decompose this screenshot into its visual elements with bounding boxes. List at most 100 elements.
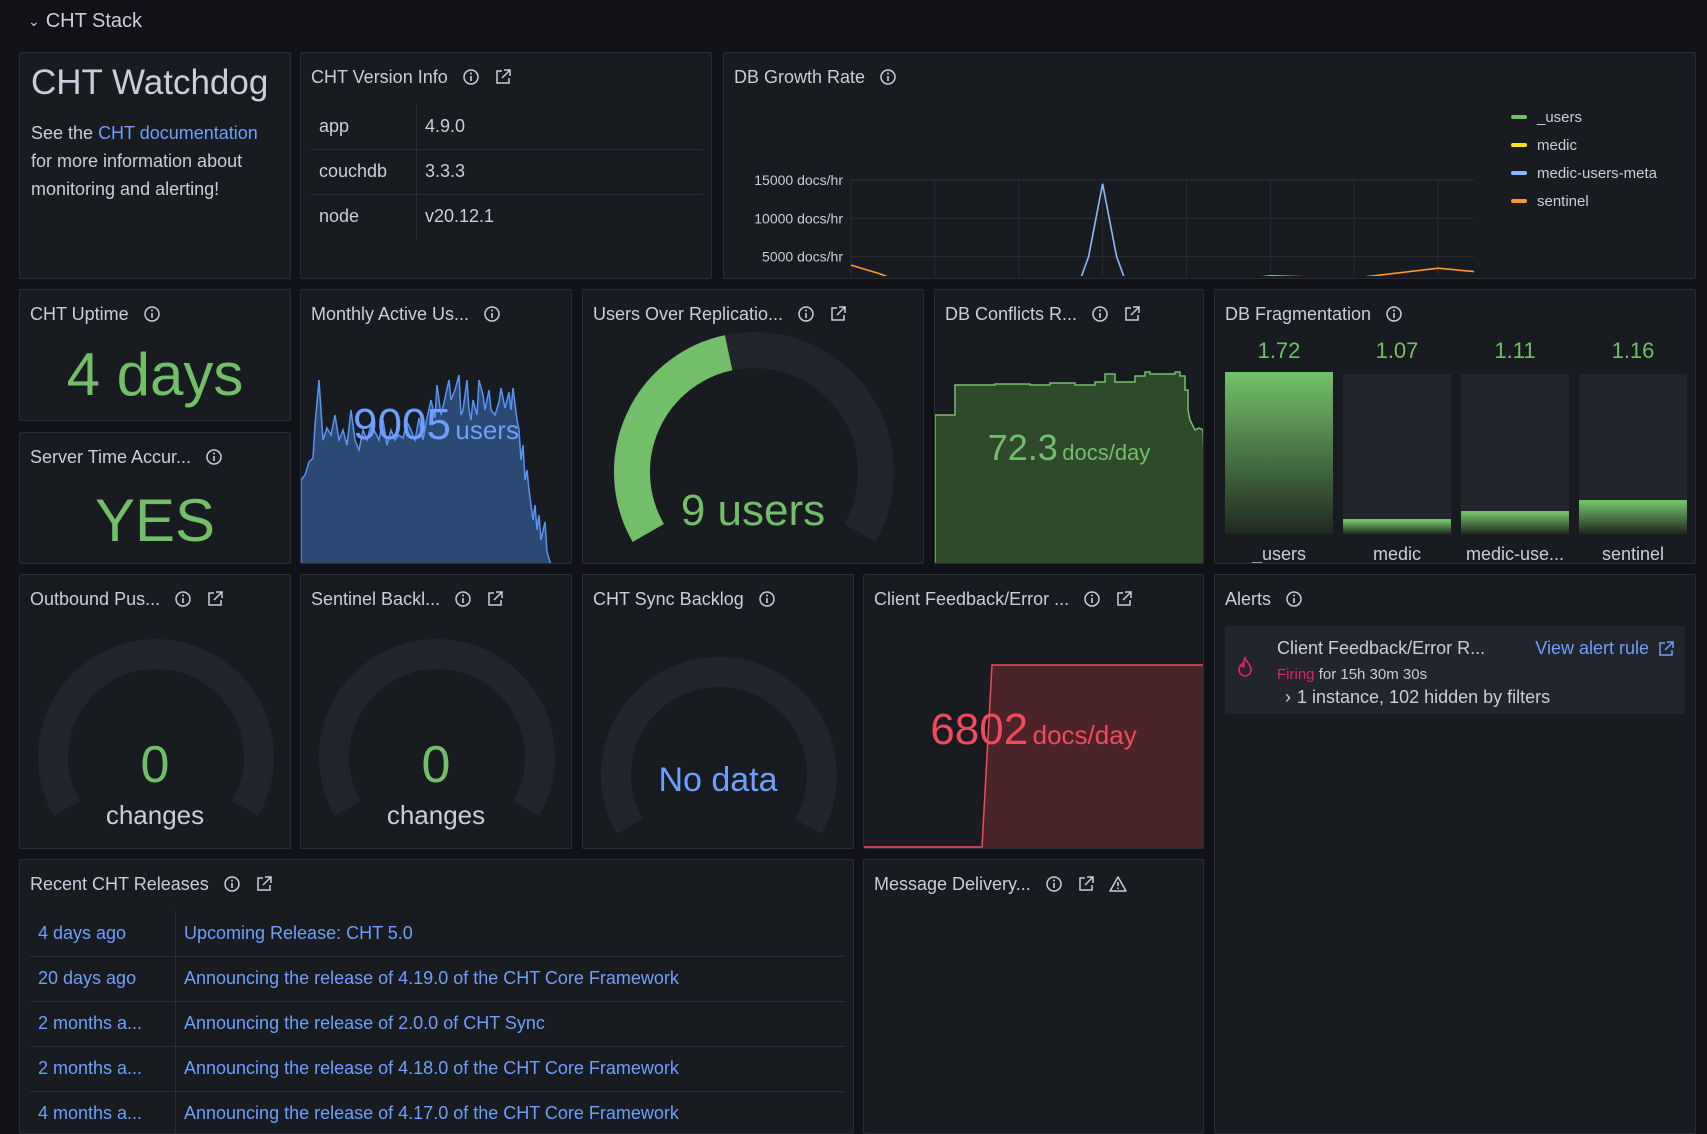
legend-item[interactable]: medic: [1511, 131, 1657, 159]
info-icon[interactable]: [483, 305, 501, 323]
releases-panel: Recent CHT Releases 4 days ago Upcoming R…: [19, 859, 854, 1134]
alert-title: Client Feedback/Error R...: [1277, 638, 1486, 658]
uptime-panel: CHT Uptime 4 days: [19, 289, 291, 421]
release-row[interactable]: 20 days ago Announcing the release of 4.1…: [30, 956, 845, 1001]
alert-duration: for 15h 30m 30s: [1318, 666, 1428, 683]
series-line-sentinel[interactable]: [850, 264, 1474, 276]
info-icon[interactable]: [1385, 305, 1403, 323]
sentinel-backlog-panel: Sentinel Backl... 0 changes: [300, 574, 572, 849]
fragmentation-track: [1225, 372, 1333, 534]
release-date[interactable]: 4 days ago: [30, 911, 176, 956]
client-feedback-number: 6802: [930, 705, 1029, 754]
alert-item[interactable]: Client Feedback/Error R... View alert ru…: [1225, 626, 1685, 714]
fragmentation-bar[interactable]: 1.11 medic-use...: [1461, 338, 1569, 563]
mau-unit: users: [455, 415, 519, 445]
fragmentation-label: medic: [1372, 544, 1421, 564]
info-icon[interactable]: [462, 68, 480, 86]
chevron-right-icon: ›: [1285, 687, 1291, 707]
fragmentation-value: 1.11: [1494, 338, 1536, 363]
release-row[interactable]: 2 months a... Announcing the release of 4…: [30, 1046, 845, 1091]
panel-header: CHT Sync Backlog: [593, 585, 843, 613]
outbound-unit: changes: [105, 800, 205, 830]
time-accuracy-panel: Server Time Accur... YES: [19, 432, 291, 564]
info-icon[interactable]: [223, 875, 241, 893]
cht-documentation-link[interactable]: CHT documentation: [98, 123, 258, 143]
version-row: node v20.12.1: [311, 194, 703, 239]
panel-header: Outbound Pus...: [30, 585, 280, 613]
watchdog-text: See the CHT documentation for more infor…: [31, 119, 281, 203]
external-link-icon[interactable]: [206, 590, 224, 608]
external-link-icon[interactable]: [486, 590, 504, 608]
legend-swatch: [1511, 199, 1527, 203]
sync-backlog-gauge: [601, 657, 837, 834]
version-key: couchdb: [311, 149, 417, 194]
panel-title: Message Delivery...: [874, 873, 1031, 894]
outbound-panel: Outbound Pus... 0 changes: [19, 574, 291, 849]
fragmentation-bar[interactable]: 1.16 sentinel: [1579, 338, 1687, 563]
external-link-icon[interactable]: [1123, 305, 1141, 323]
panel-header: Client Feedback/Error ...: [874, 585, 1193, 613]
info-icon[interactable]: [758, 590, 776, 608]
info-icon[interactable]: [174, 590, 192, 608]
release-title-link[interactable]: Announcing the release of 2.0.0 of CHT S…: [184, 1013, 545, 1033]
info-icon[interactable]: [1045, 875, 1063, 893]
release-date[interactable]: 2 months a...: [30, 1001, 176, 1046]
sync-backlog-value: No data: [658, 761, 778, 799]
release-row[interactable]: 4 months a... Announcing the release of 4…: [30, 1091, 845, 1133]
external-link-icon[interactable]: [1115, 590, 1133, 608]
series-line-medic-users-meta[interactable]: [851, 183, 1438, 276]
release-title-link[interactable]: Upcoming Release: CHT 5.0: [184, 922, 413, 943]
release-row[interactable]: 4 days ago Upcoming Release: CHT 5.0: [30, 911, 845, 956]
fragmentation-label: medic-use...: [1465, 544, 1565, 564]
sync-backlog-panel: CHT Sync Backlog No data: [582, 574, 854, 849]
info-icon[interactable]: [205, 448, 223, 466]
version-key: app: [311, 104, 417, 149]
alert-instances: 1 instance, 102 hidden by filters: [1297, 687, 1551, 707]
info-icon[interactable]: [879, 68, 897, 86]
release-title-link[interactable]: Announcing the release of 4.19.0 of the …: [184, 968, 679, 988]
version-value: v20.12.1: [425, 206, 495, 227]
legend-label: medic: [1537, 136, 1578, 154]
version-row: couchdb 3.3.3: [311, 149, 703, 194]
legend-item[interactable]: medic-users-meta: [1511, 159, 1657, 187]
legend-item[interactable]: sentinel: [1511, 187, 1657, 215]
panel-title: CHT Uptime: [30, 303, 129, 324]
release-date[interactable]: 20 days ago: [30, 956, 176, 1001]
info-icon[interactable]: [1285, 590, 1303, 608]
panel-title: DB Conflicts R...: [945, 303, 1078, 324]
release-date[interactable]: 4 months a...: [30, 1091, 176, 1133]
release-date[interactable]: 2 months a...: [30, 1046, 176, 1091]
info-icon[interactable]: [454, 590, 472, 608]
version-table: app 4.9.0 couchdb 3.3.3 node v20.12.1: [311, 104, 703, 239]
info-icon[interactable]: [797, 305, 815, 323]
info-icon[interactable]: [1083, 590, 1101, 608]
legend-swatch: [1511, 171, 1527, 175]
fragmentation-bar[interactable]: 1.72 _users: [1225, 338, 1333, 563]
panel-header: Sentinel Backl...: [311, 585, 561, 613]
legend-label: _users: [1537, 108, 1583, 126]
panel-title: Client Feedback/Error ...: [874, 588, 1070, 609]
external-link-icon[interactable]: [829, 305, 847, 323]
info-icon[interactable]: [143, 305, 161, 323]
legend-item[interactable]: _users: [1511, 103, 1657, 131]
panel-header: DB Conflicts R...: [945, 300, 1193, 328]
external-link-icon[interactable]: [255, 875, 273, 893]
message-delivery-panel: Message Delivery...: [863, 859, 1204, 1134]
release-row[interactable]: 2 months a... Announcing the release of 2…: [30, 1001, 845, 1046]
release-title-link[interactable]: Announcing the release of 4.18.0 of the …: [184, 1058, 679, 1078]
replication-panel: Users Over Replicatio... 9 users: [582, 289, 924, 564]
external-link-icon[interactable]: [1077, 875, 1095, 893]
legend-swatch: [1511, 115, 1527, 119]
alert-instances-toggle[interactable]: › 1 instance, 102 hidden by filters: [1285, 687, 1550, 708]
info-icon[interactable]: [1091, 305, 1109, 323]
warning-icon[interactable]: [1108, 875, 1127, 893]
release-title-link[interactable]: Announcing the release of 4.17.0 of the …: [184, 1103, 679, 1124]
view-alert-rule-link[interactable]: View alert rule: [1535, 638, 1675, 659]
external-link-icon[interactable]: [494, 68, 512, 86]
fragmentation-bars: 1.72 _users 1.07 medic 1.11 medic-use... 1.16 s…: [1225, 338, 1687, 563]
conflicts-unit: docs/day: [1062, 440, 1151, 465]
row-collapse-toggle[interactable]: ⌄ CHT Stack: [28, 10, 142, 33]
fragmentation-bar[interactable]: 1.07 medic: [1343, 338, 1451, 563]
